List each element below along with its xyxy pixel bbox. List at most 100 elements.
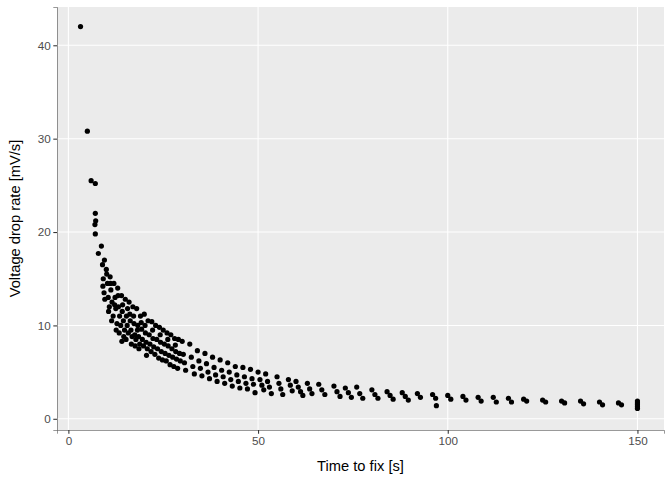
point <box>125 323 130 328</box>
point <box>375 396 380 401</box>
point <box>102 257 107 262</box>
grid-line-y <box>57 232 664 233</box>
point <box>118 323 123 328</box>
point <box>252 390 257 395</box>
point <box>142 323 147 328</box>
point <box>92 222 97 227</box>
point <box>128 327 133 332</box>
x-tick-label: 100 <box>438 434 458 447</box>
grid-line-x <box>637 7 638 430</box>
point <box>236 379 241 384</box>
point <box>600 402 605 407</box>
point <box>524 398 529 403</box>
point <box>251 382 256 387</box>
point <box>543 399 548 404</box>
point <box>120 309 125 314</box>
point <box>104 267 109 272</box>
x-axis: 050100150 <box>58 430 665 447</box>
point <box>286 377 291 382</box>
point <box>248 367 253 372</box>
point <box>309 391 314 396</box>
point <box>165 337 170 342</box>
y-tick-mark <box>53 419 57 420</box>
point <box>263 371 268 376</box>
point <box>433 396 438 401</box>
grid-line-x <box>68 7 69 430</box>
point <box>150 327 155 332</box>
point <box>117 313 122 318</box>
point <box>257 377 262 382</box>
point <box>274 374 279 379</box>
point <box>331 384 336 389</box>
point <box>147 332 152 337</box>
point <box>463 398 468 403</box>
point <box>144 353 149 358</box>
y-tick: 30 <box>38 132 57 145</box>
point <box>288 383 293 388</box>
point <box>115 285 120 290</box>
point <box>491 395 496 400</box>
point <box>218 357 223 362</box>
point <box>479 398 484 403</box>
grid-line-x <box>258 7 259 430</box>
point <box>196 358 201 363</box>
point <box>101 290 106 295</box>
point <box>190 364 195 369</box>
y-tick-label: 0 <box>44 412 51 425</box>
point <box>269 391 274 396</box>
y-tick: 10 <box>38 319 57 332</box>
point <box>96 251 101 256</box>
y-tick-label: 40 <box>38 39 52 52</box>
grid-line-y <box>57 45 664 46</box>
point <box>354 384 359 389</box>
point <box>249 376 254 381</box>
point <box>346 390 351 395</box>
point <box>192 371 197 376</box>
point <box>581 401 586 406</box>
point <box>222 381 227 386</box>
chart: 050100150010203040Time to fix [s]Voltage… <box>0 0 672 480</box>
point <box>189 355 194 360</box>
y-tick: 0 <box>44 412 57 425</box>
point <box>261 387 266 392</box>
point <box>187 341 192 346</box>
point <box>182 360 187 365</box>
point <box>305 381 310 386</box>
grid <box>57 7 664 430</box>
point <box>267 384 272 389</box>
plot: 050100150010203040 <box>38 7 665 447</box>
point <box>207 376 212 381</box>
point <box>158 332 163 337</box>
point <box>391 397 396 402</box>
point <box>322 392 327 397</box>
point <box>123 337 128 342</box>
point <box>126 299 131 304</box>
point <box>369 387 374 392</box>
point <box>221 374 226 379</box>
x-tick: 50 <box>252 430 266 447</box>
y-tick-mark <box>53 45 57 46</box>
point <box>213 372 218 377</box>
point <box>202 351 207 356</box>
point <box>635 406 640 411</box>
point <box>343 385 348 390</box>
y-axis: 010203040 <box>38 8 58 431</box>
panel-background <box>57 7 664 430</box>
point <box>100 262 105 267</box>
y-tick-label: 10 <box>38 319 52 332</box>
point <box>107 304 112 309</box>
point <box>219 368 224 373</box>
point <box>100 284 105 289</box>
point <box>108 287 113 292</box>
y-tick-mark <box>53 232 57 233</box>
point <box>164 358 169 363</box>
point <box>111 313 116 318</box>
point <box>181 352 186 357</box>
point <box>205 370 210 375</box>
point <box>316 382 321 387</box>
point <box>300 393 305 398</box>
x-tick-label: 0 <box>66 434 73 447</box>
point <box>119 293 124 298</box>
x-tick-label: 50 <box>252 434 266 447</box>
grid-line-y <box>57 325 664 326</box>
